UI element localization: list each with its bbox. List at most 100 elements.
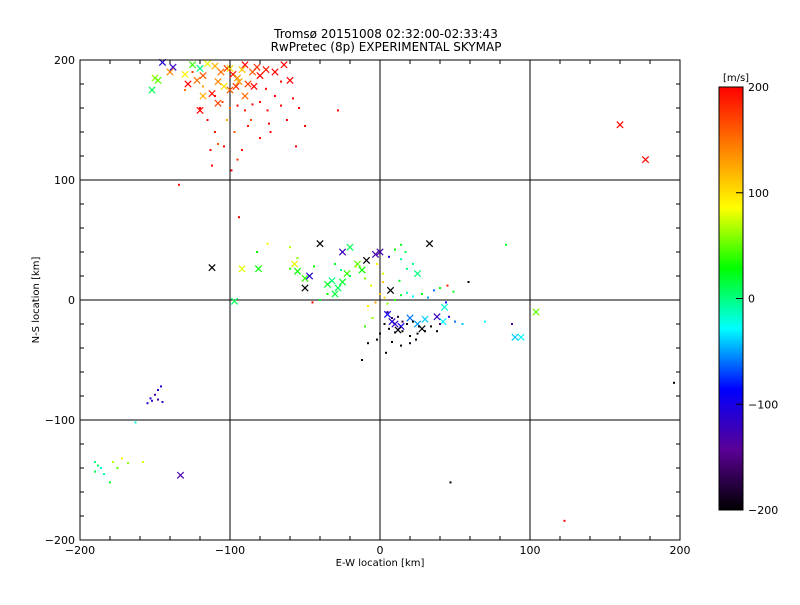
data-point-dot <box>383 323 386 325</box>
data-point-dot <box>386 311 389 313</box>
data-point-dot <box>379 293 381 295</box>
data-point-cross <box>169 63 177 71</box>
data-point-dot <box>298 107 300 109</box>
data-point-dot <box>467 281 470 283</box>
data-point-dot <box>361 359 363 361</box>
data-point-dot <box>412 263 414 265</box>
data-point-cross <box>199 71 207 80</box>
axis-ticks: −200−200 −100 −100 0 0 100 100 200 200 <box>45 54 691 557</box>
data-point-dot <box>376 338 378 341</box>
y-axis-label: N-S location [km] <box>31 257 42 344</box>
data-point-dot <box>97 464 99 467</box>
data-point-cross <box>214 99 222 107</box>
data-point-cross <box>148 86 156 94</box>
data-point-dot <box>274 95 276 97</box>
data-point-cross <box>323 280 332 289</box>
data-point-dot <box>221 101 224 103</box>
y-tick-label: 200 <box>54 54 75 67</box>
data-point-dot <box>149 397 152 400</box>
data-point-cross <box>203 59 212 68</box>
data-point-dot <box>191 71 194 73</box>
data-point-cross <box>238 265 246 273</box>
data-point-dot <box>319 299 321 301</box>
data-point-dot <box>673 381 675 384</box>
data-point-dot <box>280 104 282 107</box>
colorbar-ticks: 200 100 0 −100 −200 <box>736 81 778 517</box>
data-point-cross <box>262 65 270 74</box>
data-point-dot <box>416 332 419 335</box>
data-point-cross <box>217 68 225 76</box>
data-point-dot <box>269 131 272 133</box>
data-point-dot <box>484 320 486 323</box>
data-point-dot <box>454 320 456 323</box>
data-point-dot <box>397 315 399 318</box>
data-point-cross <box>223 64 231 73</box>
data-point-dot <box>421 293 423 295</box>
data-point-dot <box>160 385 162 388</box>
data-point-dot <box>233 131 236 133</box>
y-tick-label: 100 <box>54 174 75 187</box>
data-point-dot <box>230 169 233 172</box>
data-point-dot <box>367 305 369 307</box>
data-point-dot <box>400 344 402 347</box>
data-point-cross <box>208 263 216 272</box>
data-point-dot <box>223 145 225 148</box>
data-point-cross <box>238 65 246 74</box>
x-tick-label: 100 <box>520 544 541 557</box>
x-tick-label: −100 <box>215 544 245 557</box>
data-point-dot <box>400 258 402 261</box>
data-point-dot <box>370 284 372 287</box>
data-point-dot <box>209 149 212 151</box>
data-point-cross <box>229 70 237 79</box>
data-point-dot <box>412 295 414 298</box>
data-point-dot <box>202 85 204 88</box>
data-point-cross <box>641 155 650 164</box>
colorbar-tick-label: 100 <box>748 187 769 200</box>
data-point-dot <box>259 137 261 139</box>
data-point-cross <box>241 92 249 100</box>
data-point-cross <box>214 77 222 86</box>
data-point-dot <box>295 145 297 148</box>
data-point-dot <box>355 265 357 268</box>
data-point-cross <box>386 286 395 295</box>
data-point-dot <box>259 101 261 103</box>
data-point-dot <box>214 95 216 97</box>
data-point-cross <box>176 471 185 479</box>
data-point-dot <box>238 216 240 219</box>
data-point-dot <box>394 299 396 301</box>
colorbar-tick-label: −100 <box>748 398 778 411</box>
data-point-dot <box>374 301 377 304</box>
data-point-dot <box>340 269 342 271</box>
data-point-cross <box>305 272 314 280</box>
data-point-cross <box>196 64 204 73</box>
data-point-dot <box>367 342 369 345</box>
data-point-cross <box>193 76 201 85</box>
data-point-cross <box>338 278 347 286</box>
data-point-cross <box>290 260 299 268</box>
data-point-dot <box>116 467 119 469</box>
data-point-cross <box>440 303 449 311</box>
data-point-dot <box>142 461 144 463</box>
data-point-dot <box>112 461 114 463</box>
data-point-dot <box>371 317 374 319</box>
data-point-cross <box>338 248 347 256</box>
data-point-cross <box>184 80 192 88</box>
data-point-dot <box>100 467 102 469</box>
data-point-dot <box>247 125 249 127</box>
data-point-cross <box>376 248 384 256</box>
data-point-cross <box>293 267 302 275</box>
chart-subtitle: RwPretec (8p) EXPERIMENTAL SKYMAP <box>271 40 502 54</box>
data-point-dot <box>256 251 258 253</box>
data-point-dot <box>184 89 186 91</box>
data-point-cross <box>220 82 228 91</box>
data-point-dot <box>379 332 381 335</box>
data-point-dot <box>178 183 180 186</box>
data-point-dot <box>154 393 156 396</box>
data-point-cross <box>226 86 234 94</box>
data-point-dot <box>161 401 164 403</box>
data-point-cross <box>358 266 366 274</box>
data-point-cross <box>406 314 414 322</box>
data-point-cross <box>425 239 434 248</box>
data-point-cross <box>383 310 392 319</box>
